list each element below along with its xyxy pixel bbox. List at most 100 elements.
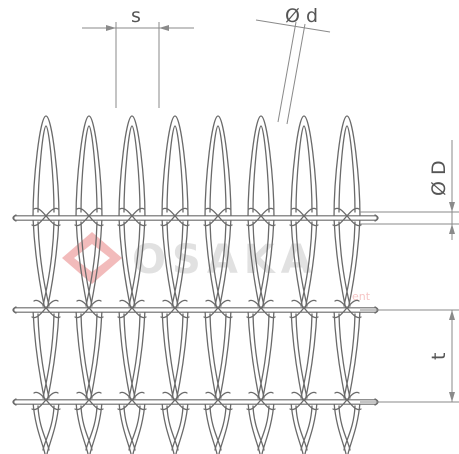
spiral-loop-inner xyxy=(295,125,313,213)
spiral-leg-inner xyxy=(123,221,136,307)
watermark: OSAKA ent xyxy=(62,232,371,303)
spiral-loop-inner xyxy=(80,125,98,213)
spiral-leg-inner xyxy=(42,405,55,451)
spiral-leg-inner xyxy=(209,221,222,307)
spiral-leg-inner xyxy=(42,221,55,307)
spiral-leg xyxy=(304,401,318,454)
spiral-leg-inner xyxy=(209,313,222,399)
spiral-mesh xyxy=(12,115,379,454)
wrap xyxy=(160,299,188,319)
label-s: s xyxy=(131,5,141,27)
wrap xyxy=(117,391,145,411)
spiral-leg xyxy=(161,401,175,454)
wrap xyxy=(291,391,319,411)
spiral-leg-inner xyxy=(300,313,313,399)
spiral-leg xyxy=(32,401,46,454)
spiral-loop-inner xyxy=(252,125,270,213)
spiral-leg-inner xyxy=(295,405,308,451)
wrap xyxy=(332,207,360,227)
spiral-leg-inner xyxy=(128,405,141,451)
spiral-loop-inner xyxy=(166,125,184,213)
spiral-loop-inner xyxy=(338,125,356,213)
wrap xyxy=(332,299,360,319)
label-wire-d: Ø d xyxy=(285,5,318,27)
spiral-leg-inner xyxy=(171,405,184,451)
rod-end xyxy=(12,306,17,314)
spiral-leg-inner xyxy=(338,313,351,399)
wrap xyxy=(160,207,188,227)
spiral-leg-inner xyxy=(209,405,222,451)
wrap xyxy=(332,391,360,411)
wrap xyxy=(160,391,188,411)
wrap xyxy=(74,391,102,411)
spiral-leg-inner xyxy=(166,221,179,307)
spiral-leg-inner xyxy=(80,405,93,451)
spiral-leg-inner xyxy=(252,313,265,399)
wrap xyxy=(117,207,145,227)
spiral-loop xyxy=(290,115,318,219)
wrap xyxy=(246,207,274,227)
spiral-leg xyxy=(118,401,132,454)
spiral-leg xyxy=(46,401,60,454)
wrap xyxy=(31,391,59,411)
wrap xyxy=(205,207,233,227)
wrap xyxy=(248,391,276,411)
spiral-loop xyxy=(333,115,361,219)
spiral-leg xyxy=(290,401,304,454)
spiral-leg-inner xyxy=(123,405,136,451)
spiral-leg-inner xyxy=(338,221,351,307)
spiral-leg xyxy=(347,401,361,454)
wrap xyxy=(119,391,147,411)
dimension-coil-D: Ø D xyxy=(360,140,459,240)
spiral-leg-inner xyxy=(343,221,356,307)
rod-end xyxy=(12,214,17,222)
wrap xyxy=(334,299,362,319)
spiral-leg xyxy=(218,401,232,454)
wrap xyxy=(205,299,233,319)
dimension-wire-d: Ø d xyxy=(255,5,331,125)
wrap xyxy=(162,299,190,319)
spiral-leg-inner xyxy=(252,221,265,307)
wrap xyxy=(205,391,233,411)
spiral-leg-inner xyxy=(166,313,179,399)
wrap xyxy=(248,299,276,319)
spiral-loop-inner xyxy=(123,125,141,213)
spiral-loop xyxy=(161,115,189,219)
spiral-loop xyxy=(204,115,232,219)
spiral-loop xyxy=(32,115,60,219)
wrap xyxy=(291,299,319,319)
wrap xyxy=(334,391,362,411)
spiral-leg-inner xyxy=(171,221,184,307)
spiral-leg-inner xyxy=(85,405,98,451)
spiral-leg-inner xyxy=(42,313,55,399)
spiral-leg-inner xyxy=(338,405,351,451)
wrap xyxy=(33,391,61,411)
spiral-leg-inner xyxy=(257,405,270,451)
spiral-leg-inner xyxy=(300,405,313,451)
spiral-leg-inner xyxy=(295,221,308,307)
spiral-leg xyxy=(204,401,218,454)
wrap xyxy=(289,299,317,319)
spiral-leg-inner xyxy=(85,313,98,399)
wrap xyxy=(246,299,274,319)
wrap xyxy=(76,207,104,227)
wrap xyxy=(162,391,190,411)
wrap xyxy=(162,207,190,227)
spiral-leg-inner xyxy=(171,313,184,399)
wrap xyxy=(76,391,104,411)
rod-end xyxy=(12,398,17,406)
spiral-leg xyxy=(175,401,189,454)
spiral-leg-inner xyxy=(37,221,50,307)
watermark-brand: OSAKA xyxy=(132,237,318,283)
wrap xyxy=(119,299,147,319)
wrap xyxy=(334,207,362,227)
dimension-t: t xyxy=(360,309,459,403)
spiral-leg xyxy=(132,401,146,454)
spiral-loop xyxy=(75,115,103,219)
spiral-leg-inner xyxy=(214,405,227,451)
spiral-loop xyxy=(247,115,275,219)
spiral-leg xyxy=(261,401,275,454)
spiral-leg xyxy=(75,401,89,454)
spiral-leg-inner xyxy=(257,313,270,399)
spiral-leg-inner xyxy=(343,405,356,451)
